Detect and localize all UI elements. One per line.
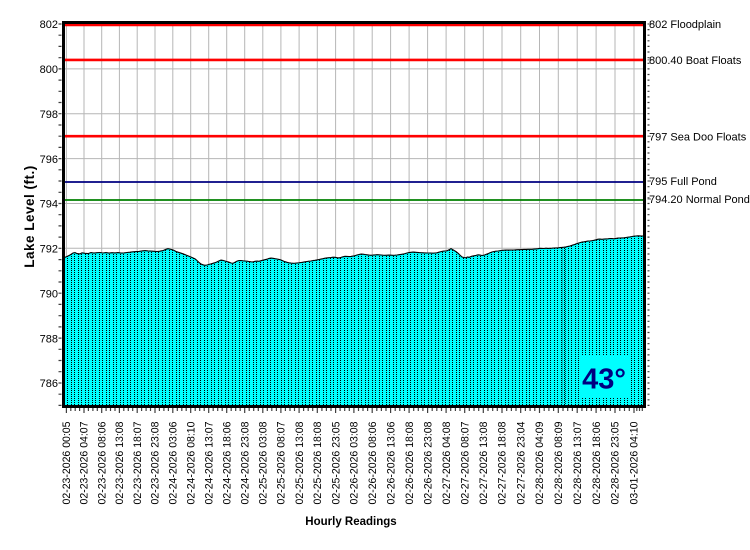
svg-text:792: 792 bbox=[40, 244, 58, 256]
svg-text:02-27-2026 04:08: 02-27-2026 04:08 bbox=[441, 422, 453, 505]
svg-text:02-26-2026 18:08: 02-26-2026 18:08 bbox=[404, 422, 416, 505]
svg-text:Hourly Readings: Hourly Readings bbox=[305, 516, 396, 528]
svg-text:02-25-2026 23:05: 02-25-2026 23:05 bbox=[330, 422, 342, 505]
svg-text:02-23-2026 18:07: 02-23-2026 18:07 bbox=[132, 422, 144, 505]
svg-text:02-28-2026 18:06: 02-28-2026 18:06 bbox=[591, 422, 603, 505]
svg-text:798: 798 bbox=[40, 109, 58, 121]
svg-text:02-24-2026 18:06: 02-24-2026 18:06 bbox=[221, 422, 233, 505]
svg-text:02-25-2026 18:08: 02-25-2026 18:08 bbox=[312, 422, 324, 505]
svg-text:03-01-2026 04:10: 03-01-2026 04:10 bbox=[629, 422, 641, 505]
svg-text:02-24-2026 23:08: 02-24-2026 23:08 bbox=[239, 422, 251, 505]
svg-text:02-28-2026 13:07: 02-28-2026 13:07 bbox=[572, 422, 584, 505]
svg-text:800: 800 bbox=[40, 64, 58, 76]
svg-text:796: 796 bbox=[40, 154, 58, 166]
svg-text:788: 788 bbox=[40, 333, 58, 345]
svg-text:02-26-2026 03:08: 02-26-2026 03:08 bbox=[349, 422, 361, 505]
svg-text:02-27-2026 13:08: 02-27-2026 13:08 bbox=[478, 422, 490, 505]
svg-text:02-25-2026 08:07: 02-25-2026 08:07 bbox=[276, 422, 288, 505]
svg-text:786: 786 bbox=[40, 378, 58, 390]
svg-text:02-23-2026 08:06: 02-23-2026 08:06 bbox=[96, 422, 108, 505]
svg-text:802 Floodplain: 802 Floodplain bbox=[649, 19, 721, 31]
svg-text:Lake Level (ft.): Lake Level (ft.) bbox=[22, 165, 37, 268]
svg-text:800.40 Boat Floats: 800.40 Boat Floats bbox=[649, 55, 742, 67]
svg-text:02-26-2026 13:06: 02-26-2026 13:06 bbox=[385, 422, 397, 505]
svg-text:794.20 Normal Pond: 794.20 Normal Pond bbox=[649, 194, 750, 206]
svg-text:02-24-2026 13:07: 02-24-2026 13:07 bbox=[203, 422, 215, 505]
svg-text:02-28-2026 04:09: 02-28-2026 04:09 bbox=[534, 422, 546, 505]
svg-text:02-23-2026 04:07: 02-23-2026 04:07 bbox=[79, 422, 91, 505]
svg-text:02-25-2026 03:08: 02-25-2026 03:08 bbox=[258, 422, 270, 505]
svg-text:794: 794 bbox=[40, 199, 58, 211]
svg-text:802: 802 bbox=[40, 19, 58, 31]
svg-text:02-24-2026 03:06: 02-24-2026 03:06 bbox=[168, 422, 180, 505]
svg-text:02-24-2026 08:10: 02-24-2026 08:10 bbox=[185, 422, 197, 505]
svg-text:43°: 43° bbox=[582, 364, 626, 396]
svg-text:02-27-2026 18:08: 02-27-2026 18:08 bbox=[497, 422, 509, 505]
svg-text:02-28-2026 23:05: 02-28-2026 23:05 bbox=[610, 422, 622, 505]
svg-text:02-28-2026 08:09: 02-28-2026 08:09 bbox=[553, 422, 565, 505]
svg-text:797 Sea Doo Floats: 797 Sea Doo Floats bbox=[649, 131, 747, 143]
svg-text:02-26-2026 23:08: 02-26-2026 23:08 bbox=[422, 422, 434, 505]
svg-text:02-27-2026 08:07: 02-27-2026 08:07 bbox=[459, 422, 471, 505]
svg-text:02-23-2026 00:05: 02-23-2026 00:05 bbox=[61, 422, 73, 505]
svg-text:795 Full Pond: 795 Full Pond bbox=[649, 176, 717, 188]
svg-text:02-27-2026 23:04: 02-27-2026 23:04 bbox=[515, 422, 527, 505]
svg-text:02-25-2026 13:08: 02-25-2026 13:08 bbox=[294, 422, 306, 505]
svg-text:02-23-2026 23:08: 02-23-2026 23:08 bbox=[150, 422, 162, 505]
svg-text:02-23-2026 13:08: 02-23-2026 13:08 bbox=[114, 422, 126, 505]
svg-text:02-26-2026 08:06: 02-26-2026 08:06 bbox=[367, 422, 379, 505]
svg-text:790: 790 bbox=[40, 288, 58, 300]
